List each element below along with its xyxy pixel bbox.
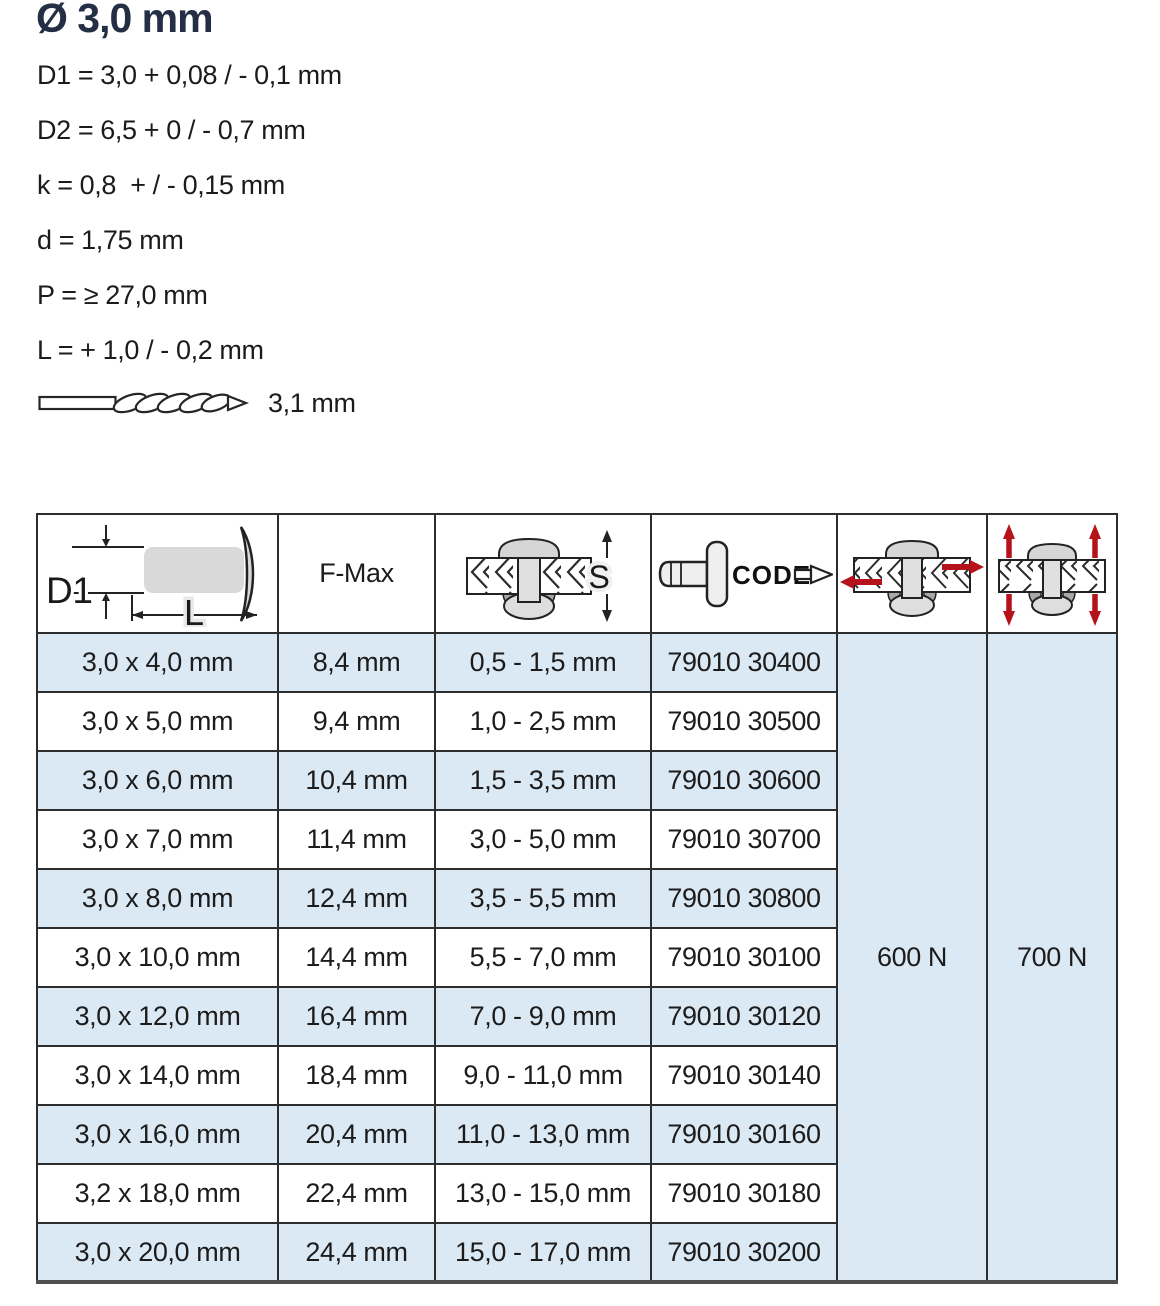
cell-grip-range: 11,0 - 13,0 mm <box>434 1104 652 1165</box>
cell-grip-range: 3,5 - 5,5 mm <box>434 868 652 929</box>
table-row: 3,0 x 10,0 mm 14,4 mm 5,5 - 7,0 mm 79010… <box>36 927 1117 988</box>
cell-fmax: 11,4 mm <box>277 809 436 870</box>
cell-dimension: 3,2 x 18,0 mm <box>36 1163 279 1224</box>
table-row: 3,0 x 6,0 mm 10,4 mm 1,5 - 3,5 mm 79010 … <box>36 750 1117 811</box>
cell-code: 79010 30120 <box>650 986 838 1047</box>
cell-dimension: 3,0 x 10,0 mm <box>36 927 279 988</box>
table-row: 3,0 x 20,0 mm 24,4 mm 15,0 - 17,0 mm 790… <box>36 1222 1117 1283</box>
cell-code: 79010 30100 <box>650 927 838 988</box>
cell-fmax: 9,4 mm <box>277 691 436 752</box>
rivet-dimension-icon: D1 L <box>44 524 257 627</box>
table-row: 3,0 x 12,0 mm 16,4 mm 7,0 - 9,0 mm 79010… <box>36 986 1117 1047</box>
tensile-strength-value: 700 N <box>986 632 1118 1283</box>
header-fmax: F-Max <box>277 513 436 634</box>
fmax-label: F-Max <box>319 558 394 588</box>
drill-size-label: 3,1 mm <box>268 387 356 418</box>
table-row: 3,0 x 8,0 mm 12,4 mm 3,5 - 5,5 mm 79010 … <box>36 868 1117 929</box>
spec-line-d2: D2 = 6,5 + 0 / - 0,7 mm <box>37 115 306 145</box>
cell-fmax: 16,4 mm <box>277 986 436 1047</box>
table-row: 3,0 x 4,0 mm 8,4 mm 0,5 - 1,5 mm 79010 3… <box>36 632 1118 1283</box>
cell-dimension: 3,0 x 8,0 mm <box>36 868 279 929</box>
cell-grip-range: 3,0 - 5,0 mm <box>434 809 652 870</box>
table-row: 3,0 x 5,0 mm 9,4 mm 1,0 - 2,5 mm 79010 3… <box>36 691 1117 752</box>
grip-range-icon: S <box>466 529 614 622</box>
cell-code: 79010 30400 <box>650 632 838 693</box>
spec-line-l: L = + 1,0 / - 0,2 mm <box>37 335 264 365</box>
cell-grip-range: 5,5 - 7,0 mm <box>434 927 652 988</box>
cell-fmax: 24,4 mm <box>277 1222 436 1283</box>
spec-line-d1: D1 = 3,0 + 0,08 / - 0,1 mm <box>37 60 342 90</box>
table-header-row: D1 L F-Max <box>36 513 1118 634</box>
cell-dimension: 3,0 x 6,0 mm <box>36 750 279 811</box>
cell-code: 79010 30140 <box>650 1045 838 1106</box>
cell-code: 79010 30800 <box>650 868 838 929</box>
cell-dimension: 3,0 x 4,0 mm <box>36 632 279 693</box>
cell-grip-range: 15,0 - 17,0 mm <box>434 1222 652 1283</box>
cell-grip-range: 0,5 - 1,5 mm <box>434 632 652 693</box>
drill-bit-icon <box>38 392 250 414</box>
header-dimension-diagram: D1 L <box>36 513 279 634</box>
cell-code: 79010 30700 <box>650 809 838 870</box>
spec-line-p: P = ≥ 27,0 mm <box>37 280 208 310</box>
cell-fmax: 10,4 mm <box>277 750 436 811</box>
header-shear-diagram <box>836 513 988 634</box>
cell-grip-range: 13,0 - 15,0 mm <box>434 1163 652 1224</box>
cell-fmax: 20,4 mm <box>277 1104 436 1165</box>
spec-line-d: d = 1,75 mm <box>37 225 184 255</box>
cell-dimension: 3,0 x 20,0 mm <box>36 1222 279 1283</box>
cell-code: 79010 30500 <box>650 691 838 752</box>
cell-code: 79010 30160 <box>650 1104 838 1165</box>
shear-strength-icon <box>840 539 984 617</box>
drill-size-row: 3,1 mm <box>38 388 356 418</box>
page-title: Ø 3,0 mm <box>36 0 214 41</box>
spec-list: D1 = 3,0 + 0,08 / - 0,1 mm D2 = 6,5 + 0 … <box>37 48 342 378</box>
cell-code: 79010 30600 <box>650 750 838 811</box>
code-rivet-icon: CODE <box>658 540 833 607</box>
cell-fmax: 8,4 mm <box>277 632 436 693</box>
cell-grip-range: 1,5 - 3,5 mm <box>434 750 652 811</box>
cell-code: 79010 30180 <box>650 1163 838 1224</box>
cell-dimension: 3,0 x 12,0 mm <box>36 986 279 1047</box>
table-row: 3,0 x 7,0 mm 11,4 mm 3,0 - 5,0 mm 79010 … <box>36 809 1117 870</box>
header-grip-diagram: S <box>434 513 652 634</box>
cell-dimension: 3,0 x 14,0 mm <box>36 1045 279 1106</box>
rivet-spec-table: D1 L F-Max <box>36 513 1118 1284</box>
header-code-diagram: CODE <box>650 513 838 634</box>
table-row: 3,2 x 18,0 mm 22,4 mm 13,0 - 15,0 mm 790… <box>36 1163 1117 1224</box>
shear-strength-value: 600 N <box>836 632 988 1283</box>
cell-dimension: 3,0 x 16,0 mm <box>36 1104 279 1165</box>
cell-fmax: 18,4 mm <box>277 1045 436 1106</box>
d1-label: D1 <box>46 570 93 611</box>
s-label: S <box>589 559 610 595</box>
cell-fmax: 12,4 mm <box>277 868 436 929</box>
tensile-strength-icon <box>998 523 1106 626</box>
cell-grip-range: 9,0 - 11,0 mm <box>434 1045 652 1106</box>
table-row: 3,0 x 16,0 mm 20,4 mm 11,0 - 13,0 mm 790… <box>36 1104 1117 1165</box>
cell-fmax: 14,4 mm <box>277 927 436 988</box>
cell-grip-range: 1,0 - 2,5 mm <box>434 691 652 752</box>
cell-grip-range: 7,0 - 9,0 mm <box>434 986 652 1047</box>
l-label: L <box>184 592 204 627</box>
cell-code: 79010 30200 <box>650 1222 838 1283</box>
cell-dimension: 3,0 x 7,0 mm <box>36 809 279 870</box>
spec-line-k: k = 0,8 + / - 0,15 mm <box>37 170 285 200</box>
cell-dimension: 3,0 x 5,0 mm <box>36 691 279 752</box>
cell-fmax: 22,4 mm <box>277 1163 436 1224</box>
table-row: 3,0 x 14,0 mm 18,4 mm 9,0 - 11,0 mm 7901… <box>36 1045 1117 1106</box>
header-tensile-diagram <box>986 513 1118 634</box>
